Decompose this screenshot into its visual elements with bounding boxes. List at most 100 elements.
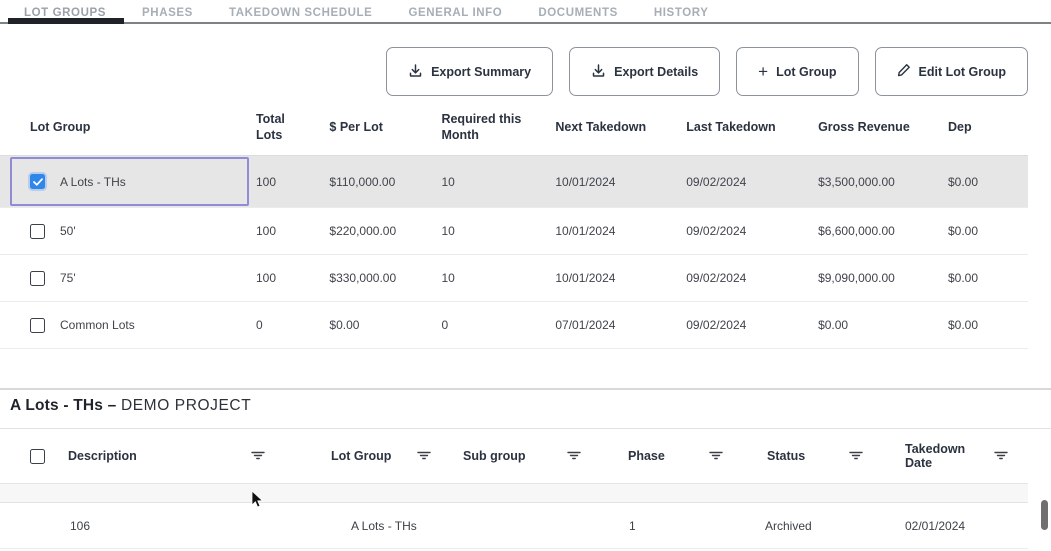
export-details-button[interactable]: Export Details: [569, 47, 721, 96]
section-title-project: DEMO PROJECT: [120, 397, 252, 414]
lots-table-header: Description Lot Group Sub group Phase St…: [0, 429, 1028, 483]
filter-icon[interactable]: [994, 449, 1008, 463]
export-summary-label: Export Summary: [431, 64, 532, 79]
last-takedown-value: 09/02/2024: [686, 318, 747, 332]
per-lot-value: $110,000.00: [329, 174, 396, 189]
download-icon: [408, 63, 423, 81]
gross-revenue-value: $6,600,000.00: [818, 224, 895, 238]
required-this-month-value: 10: [441, 224, 455, 238]
deposit-value: $0.00: [947, 271, 979, 285]
column-header-next-takedown: Next Takedown: [555, 119, 647, 134]
plus-icon: +: [758, 62, 769, 81]
edit-lot-group-label: Edit Lot Group: [918, 64, 1006, 79]
lot-group-value: A Lots - THs: [351, 519, 417, 533]
column-header-lot-group: Lot Group: [30, 119, 91, 134]
add-lot-group-label: Lot Group: [776, 64, 837, 79]
checkmark-icon: [32, 177, 43, 186]
tab-bar: LOT GROUPS PHASES TAKEDOWN SCHEDULE GENE…: [0, 0, 1051, 19]
per-lot-value: $330,000.00: [329, 271, 397, 285]
filter-icon[interactable]: [567, 449, 581, 463]
column-header-deposit: Dep: [947, 119, 972, 134]
last-takedown-value: 09/02/2024: [686, 271, 747, 285]
select-all-checkbox[interactable]: [30, 448, 45, 464]
filter-icon[interactable]: [849, 449, 863, 463]
column-header-sub-group: Sub group: [443, 449, 593, 463]
description-value: 106: [70, 519, 91, 533]
row-checkbox[interactable]: [30, 317, 45, 333]
row-checkbox[interactable]: [30, 270, 45, 286]
edit-lot-group-button[interactable]: Edit Lot Group: [874, 47, 1028, 96]
section-title-lot-group: A Lots - THs –: [10, 397, 117, 414]
column-header-last-takedown: Last Takedown: [686, 119, 776, 134]
table-bottom-divider: [0, 348, 1028, 349]
vertical-scrollbar-thumb[interactable]: [1041, 500, 1048, 530]
column-header-status: Status: [733, 449, 873, 463]
column-header-gross-revenue: Gross Revenue: [818, 119, 910, 134]
export-summary-button[interactable]: Export Summary: [386, 47, 554, 96]
section-title-divider: [0, 428, 1051, 429]
table-row[interactable]: 50' 100 $220,000.00 10 10/01/2024 09/02/…: [0, 207, 1028, 254]
next-takedown-value: 10/01/2024: [555, 224, 616, 238]
filter-icon[interactable]: [417, 449, 431, 463]
filter-icon[interactable]: [709, 449, 723, 463]
deposit-value: $0.00: [947, 318, 979, 332]
deposit-value: $0.00: [947, 174, 979, 189]
status-value: Archived: [765, 519, 812, 533]
table-spacer-band: [0, 483, 1028, 503]
required-this-month-value: 10: [441, 271, 455, 285]
section-title: A Lots - THs – DEMO PROJECT: [10, 397, 251, 415]
required-this-month-value: 10: [441, 174, 455, 189]
lot-group-name: 75': [60, 271, 76, 285]
deposit-value: $0.00: [947, 224, 979, 238]
last-takedown-value: 09/02/2024: [686, 174, 747, 189]
row-checkbox[interactable]: [30, 223, 45, 239]
lot-groups-table-header: Lot Group Total Lots $ Per Lot Required …: [0, 100, 1028, 155]
tab-lot-groups[interactable]: LOT GROUPS: [24, 7, 107, 19]
toolbar: Export Summary Export Details + Lot Grou…: [386, 47, 1028, 96]
pencil-icon: [897, 63, 911, 80]
total-lots-value: 100: [255, 224, 276, 238]
table-row[interactable]: A Lots - THs 100 $110,000.00 10 10/01/20…: [0, 155, 1028, 207]
add-lot-group-button[interactable]: + Lot Group: [736, 47, 859, 96]
tab-documents[interactable]: DOCUMENTS: [538, 7, 618, 19]
row-checkbox[interactable]: [30, 174, 45, 189]
gross-revenue-value: $0.00: [818, 318, 849, 332]
column-header-required-this-month: Required this Month: [441, 111, 522, 142]
gross-revenue-value: $3,500,000.00: [818, 174, 895, 189]
column-header-per-lot: $ Per Lot: [329, 119, 383, 134]
active-tab-indicator: [8, 18, 124, 24]
takedown-date-value: 02/01/2024: [905, 519, 966, 533]
tab-history[interactable]: HISTORY: [653, 7, 709, 19]
required-this-month-value: 0: [441, 318, 449, 332]
column-header-total-lots: Total Lots: [255, 111, 285, 142]
table-row[interactable]: 106 A Lots - THs 1 Archived 02/01/2024: [0, 504, 1028, 549]
next-takedown-value: 07/01/2024: [555, 318, 616, 332]
column-header-description: Description: [68, 449, 313, 463]
table-row[interactable]: 75' 100 $330,000.00 10 10/01/2024 09/02/…: [0, 254, 1028, 301]
filter-icon[interactable]: [251, 449, 265, 463]
total-lots-value: 100: [255, 174, 276, 189]
column-header-lot-group: Lot Group: [313, 449, 443, 463]
phase-value: 1: [629, 519, 636, 533]
total-lots-value: 100: [255, 271, 276, 285]
table-row[interactable]: Common Lots 0 $0.00 0 07/01/2024 09/02/2…: [0, 301, 1028, 348]
gross-revenue-value: $9,090,000.00: [818, 271, 895, 285]
lot-group-name: 50': [60, 224, 76, 238]
next-takedown-value: 10/01/2024: [555, 271, 616, 285]
lot-groups-table: Lot Group Total Lots $ Per Lot Required …: [0, 100, 1028, 349]
total-lots-value: 0: [255, 318, 263, 332]
download-icon: [591, 63, 606, 81]
column-header-phase: Phase: [593, 449, 733, 463]
export-details-label: Export Details: [614, 64, 699, 79]
last-takedown-value: 09/02/2024: [686, 224, 747, 238]
per-lot-value: $0.00: [329, 318, 360, 332]
lot-group-name: A Lots - THs: [60, 174, 126, 189]
tab-phases[interactable]: PHASES: [142, 7, 193, 19]
per-lot-value: $220,000.00: [329, 224, 397, 238]
column-header-takedown-date: Takedown Date: [873, 442, 1028, 470]
tab-takedown-schedule[interactable]: TAKEDOWN SCHEDULE: [228, 7, 373, 19]
lot-group-name: Common Lots: [60, 318, 135, 332]
tab-general-info[interactable]: GENERAL INFO: [408, 7, 503, 19]
next-takedown-value: 10/01/2024: [555, 174, 616, 189]
